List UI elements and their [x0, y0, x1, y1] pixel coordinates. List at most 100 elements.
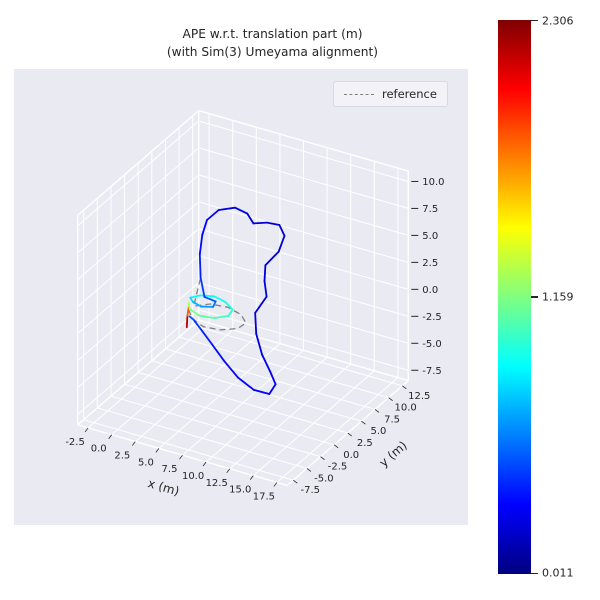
x-tick-label: 15.0	[229, 485, 251, 496]
grid-line-y	[165, 348, 376, 410]
x-tick-mark	[155, 448, 160, 453]
trajectory-segment	[264, 250, 280, 267]
y-tick-label: 0.0	[343, 450, 359, 461]
x-tick-label: 0.0	[91, 444, 107, 455]
trajectory-segment	[255, 332, 264, 356]
z-tick-label: 0.0	[422, 285, 438, 296]
axes-box-edge	[77, 110, 200, 216]
colorbar-max-label: 2.306	[542, 14, 574, 28]
axes-box-edge	[198, 319, 409, 382]
z-tick-label: 2.5	[422, 258, 438, 269]
trajectory-segment	[263, 280, 268, 298]
z-tick-label: 7.5	[422, 204, 438, 215]
grid-line-z	[77, 201, 200, 308]
trajectory-segment	[252, 221, 268, 225]
y-tick-mark	[402, 385, 407, 390]
grid-line-y	[97, 407, 308, 469]
y-tick-label: 12.5	[408, 391, 430, 402]
trajectory-segment	[212, 300, 217, 308]
x-tick-mark	[179, 454, 183, 460]
trajectory-segment	[206, 209, 220, 221]
colorbar-tick-min	[531, 572, 538, 574]
grid-line-z	[198, 120, 409, 182]
grid-line-z	[198, 282, 409, 344]
y-axis-label: y (m)	[377, 438, 410, 470]
grid-line-z	[198, 228, 409, 290]
trajectory-segment	[199, 328, 213, 345]
trajectory-segment	[188, 315, 195, 321]
trajectory-segment	[189, 294, 201, 299]
trajectory-segment	[266, 221, 281, 226]
x-tick-mark	[108, 434, 113, 439]
y-tick-mark	[333, 444, 339, 449]
grid-line-y	[124, 383, 335, 446]
z-tick-label: -5.0	[422, 339, 442, 350]
trajectory-segment	[269, 370, 277, 386]
trajectory-segment	[191, 300, 202, 308]
colorbar-min-label: 0.011	[542, 566, 574, 580]
trajectory-segment	[187, 302, 191, 311]
trajectory-segment	[201, 219, 208, 236]
trajectory-segment	[199, 276, 206, 298]
y-tick-mark	[293, 479, 298, 484]
grid-line-z	[77, 174, 200, 281]
y-tick-label: 5.0	[370, 426, 386, 437]
grid-line-z	[77, 147, 200, 254]
trajectory-segment	[223, 360, 239, 379]
plot-title: APE w.r.t. translation part (m) (with Si…	[0, 25, 545, 61]
axes-box-edge	[286, 380, 409, 486]
trajectory-segment	[210, 342, 226, 363]
y-tick-mark	[388, 397, 393, 401]
grid-lines	[77, 113, 409, 483]
trajectory-segment	[234, 206, 249, 215]
grid-line-z	[198, 147, 409, 209]
trajectory-segment	[213, 295, 227, 304]
colorbar-tick-mid	[531, 296, 538, 298]
trajectory-segment	[263, 264, 267, 283]
y-tick-label: 10.0	[395, 403, 417, 414]
y-tick-mark	[361, 420, 366, 425]
x-tick-label: 2.5	[114, 451, 130, 462]
grid-line-y	[83, 419, 294, 481]
axes-box-edge	[77, 424, 288, 487]
trajectory-segment	[254, 295, 268, 314]
grid-line-z	[77, 120, 200, 227]
z-tick-label: -7.5	[422, 366, 442, 377]
grid-line-z	[77, 282, 200, 388]
trajectory-segment	[237, 376, 255, 391]
reference-dashed-line-sample	[344, 93, 374, 95]
legend: reference	[333, 81, 448, 107]
z-tick-label: 5.0	[422, 231, 438, 242]
trajectory-segment	[277, 234, 286, 253]
grid-line-y	[138, 372, 348, 434]
colorbar-gradient	[498, 20, 531, 574]
grid-line-z	[198, 174, 409, 236]
x-tick-mark	[84, 427, 89, 433]
plot-title-line1: APE w.r.t. translation part (m)	[182, 27, 363, 41]
grid-line-z	[77, 255, 200, 361]
trajectory-segment	[198, 253, 202, 279]
trajectory-segment	[198, 314, 216, 319]
trajectory-segment	[261, 353, 272, 373]
grid-line-z	[198, 201, 409, 263]
colorbar-tick-max	[531, 19, 538, 21]
trajectory-segment	[185, 314, 189, 329]
x-tick-mark	[273, 482, 278, 487]
y-tick-label: -7.5	[301, 485, 321, 496]
plot-title-line2: (with Sim(3) Umeyama alignment)	[166, 45, 379, 59]
grid-line-z	[198, 309, 409, 371]
y-tick-label: -2.5	[328, 462, 348, 473]
x-tick-label: 17.5	[253, 491, 275, 502]
trajectory-segment	[203, 295, 217, 303]
trajectory-segment	[227, 308, 234, 317]
x-tick-label: 12.5	[206, 478, 228, 489]
trajectory-segment	[246, 212, 255, 225]
axes-box-edge	[77, 319, 200, 426]
colorbar-mid-label: 1.159	[542, 290, 574, 304]
y-tick-mark	[347, 432, 353, 437]
grid-line-y	[110, 395, 321, 458]
x-tick-label: 10.0	[182, 471, 204, 482]
trajectory-segment	[252, 388, 271, 395]
